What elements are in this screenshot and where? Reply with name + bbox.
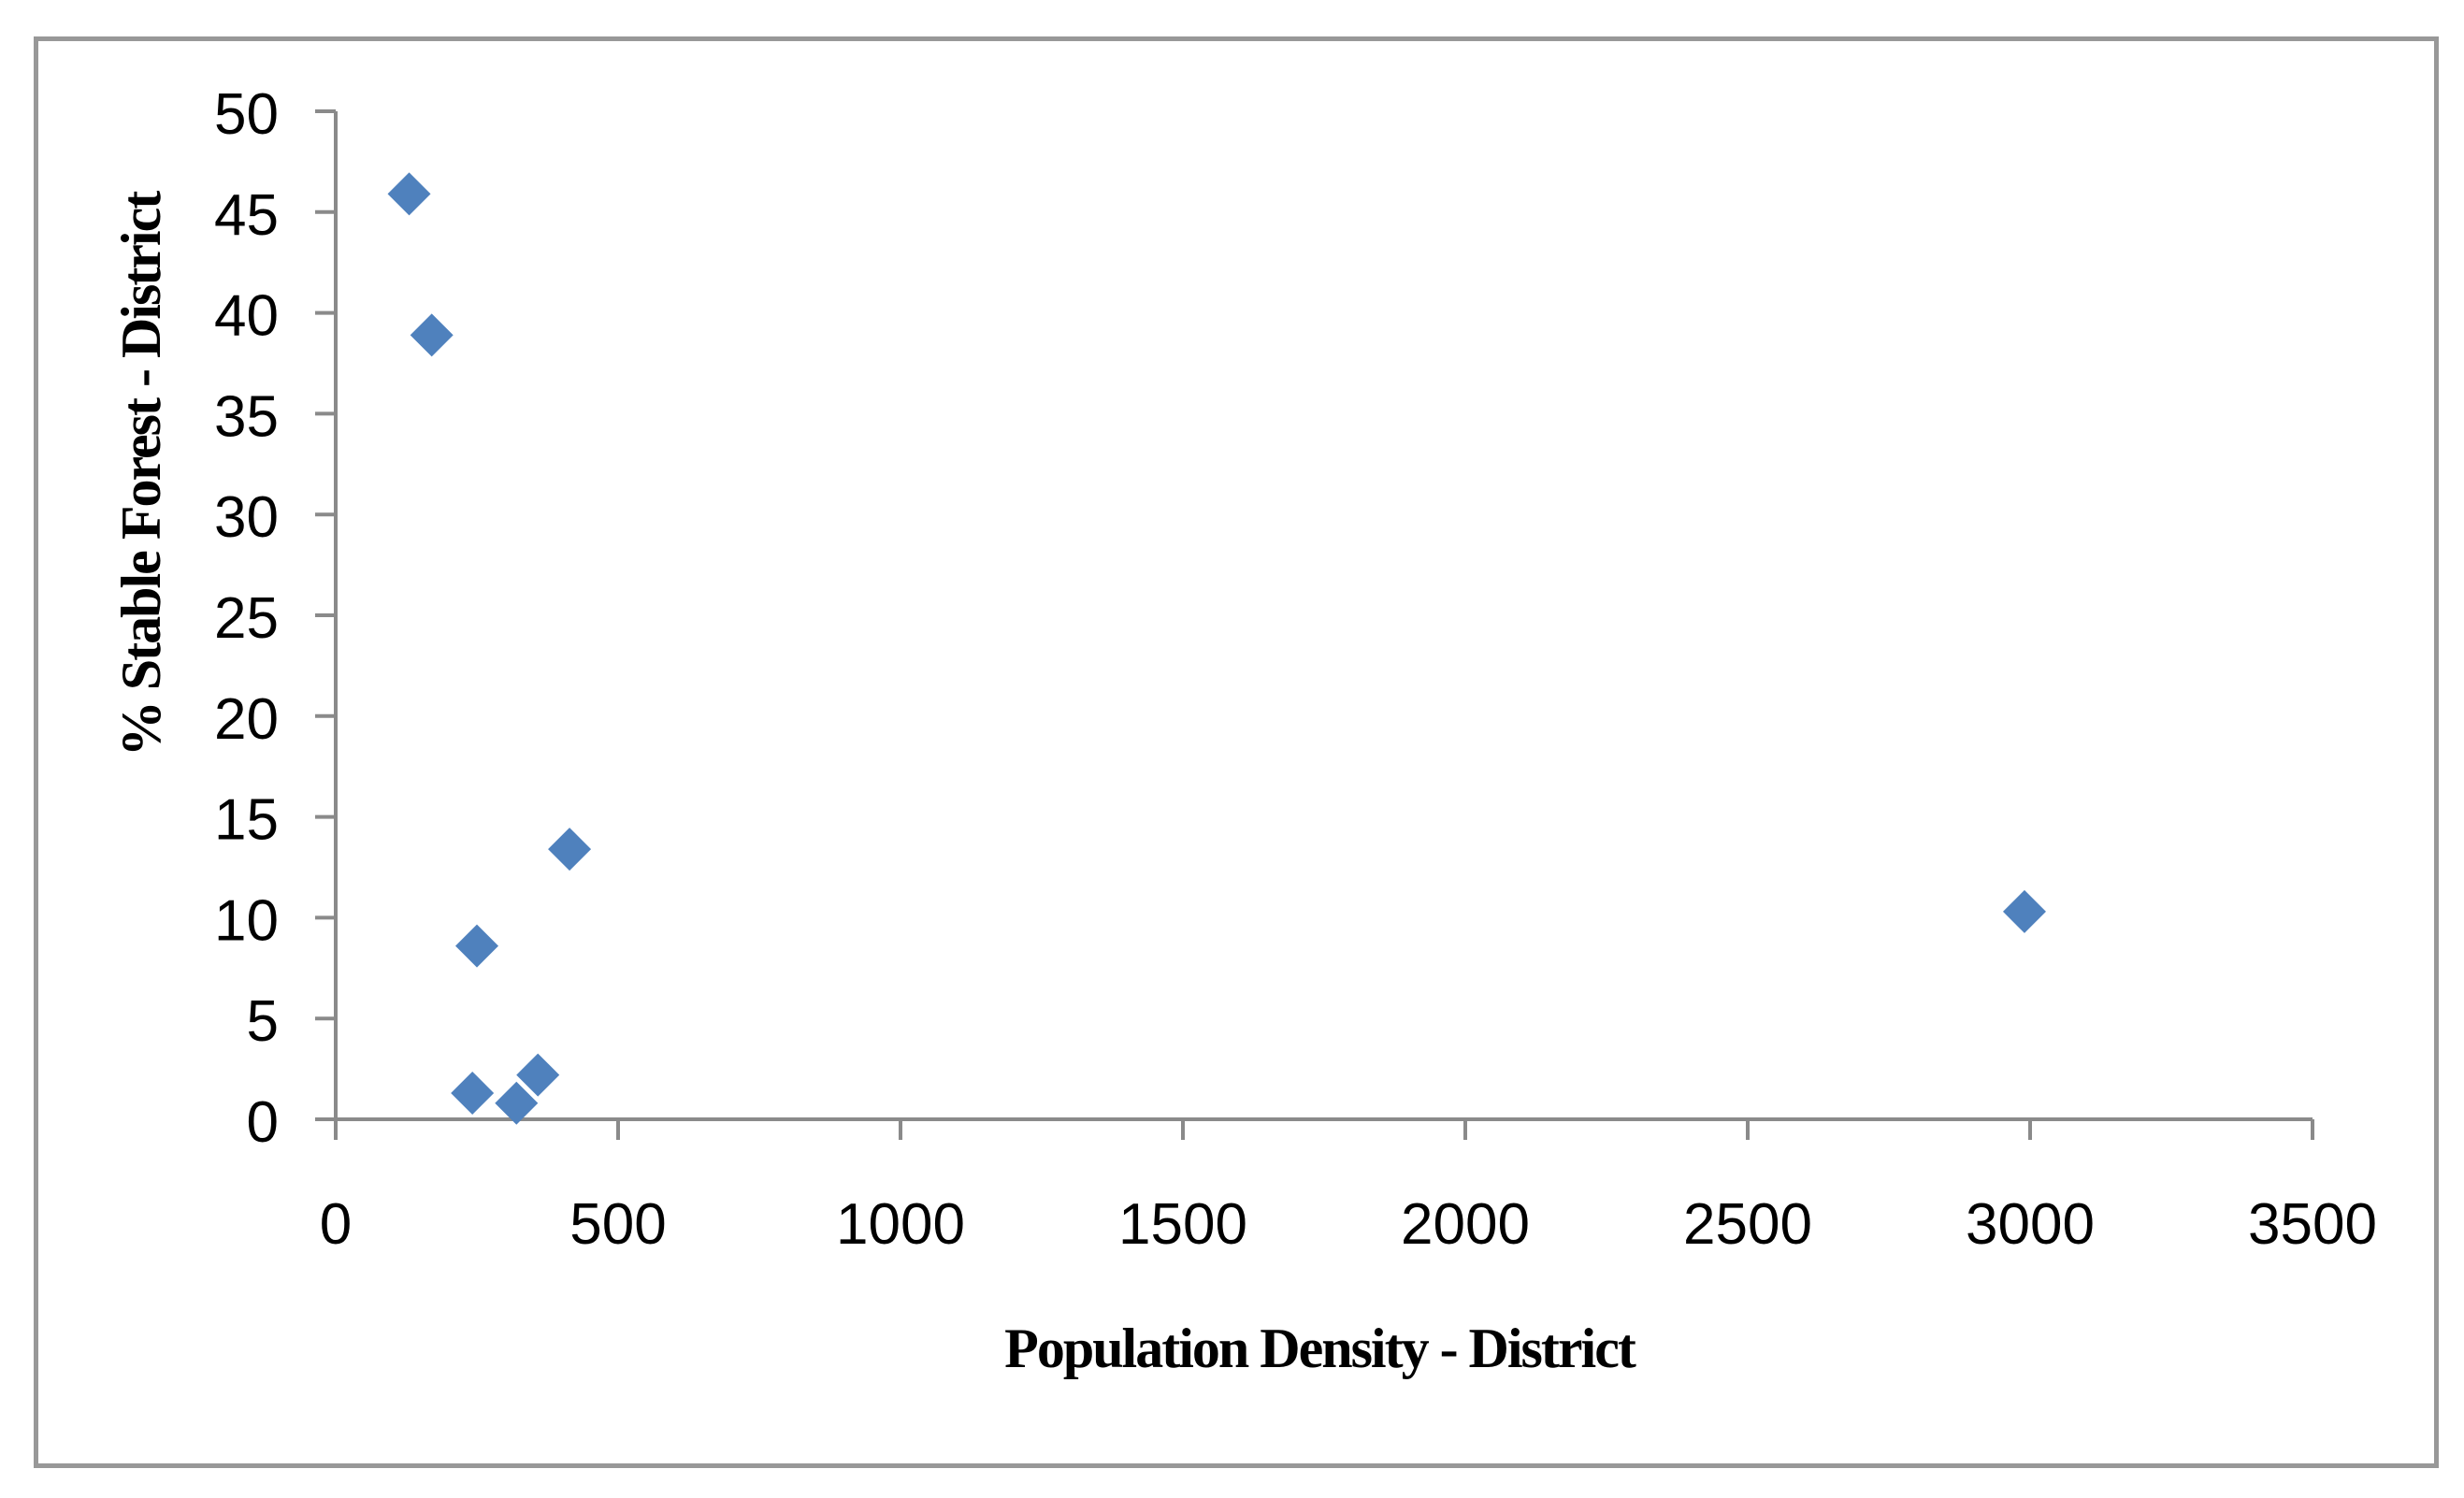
chart-frame (34, 36, 2439, 1468)
y-tick-label: 15 (214, 788, 279, 853)
y-axis-title-text: % Stable Forest - District (110, 192, 173, 756)
data-point-diamond (548, 828, 592, 871)
x-axis-title: Population Density - District (852, 1311, 1787, 1386)
y-tick-label: 25 (214, 586, 279, 651)
x-tick-label: 1500 (1118, 1192, 1247, 1257)
x-tick-label: 3000 (1966, 1192, 2095, 1257)
data-point-diamond (495, 1081, 539, 1125)
data-point-diamond (2002, 889, 2046, 933)
y-tick-label: 50 (214, 82, 279, 147)
x-tick-label: 1000 (836, 1192, 965, 1257)
y-tick-label: 45 (214, 183, 279, 248)
x-tick-label: 500 (569, 1192, 666, 1257)
x-axis-title-text: Population Density - District (1004, 1317, 1636, 1379)
y-tick-label: 20 (214, 687, 279, 752)
data-point-diamond (516, 1053, 560, 1097)
data-point-diamond (455, 924, 498, 968)
x-tick-label: 2000 (1401, 1192, 1530, 1257)
data-point-diamond (410, 313, 454, 357)
data-point-diamond (451, 1071, 495, 1115)
y-axis-title: % Stable Forest - District (86, 0, 198, 948)
y-tick-label: 40 (214, 284, 279, 349)
y-tick-label: 10 (214, 888, 279, 953)
y-tick-label: 0 (247, 1090, 279, 1155)
x-tick-label: 0 (320, 1192, 352, 1257)
x-tick-label: 3500 (2248, 1192, 2377, 1257)
data-point-diamond (387, 172, 431, 216)
y-tick-label: 35 (214, 384, 279, 449)
y-tick-label: 30 (214, 485, 279, 550)
x-tick-label: 2500 (1683, 1192, 1812, 1257)
y-tick-label: 5 (247, 989, 279, 1054)
